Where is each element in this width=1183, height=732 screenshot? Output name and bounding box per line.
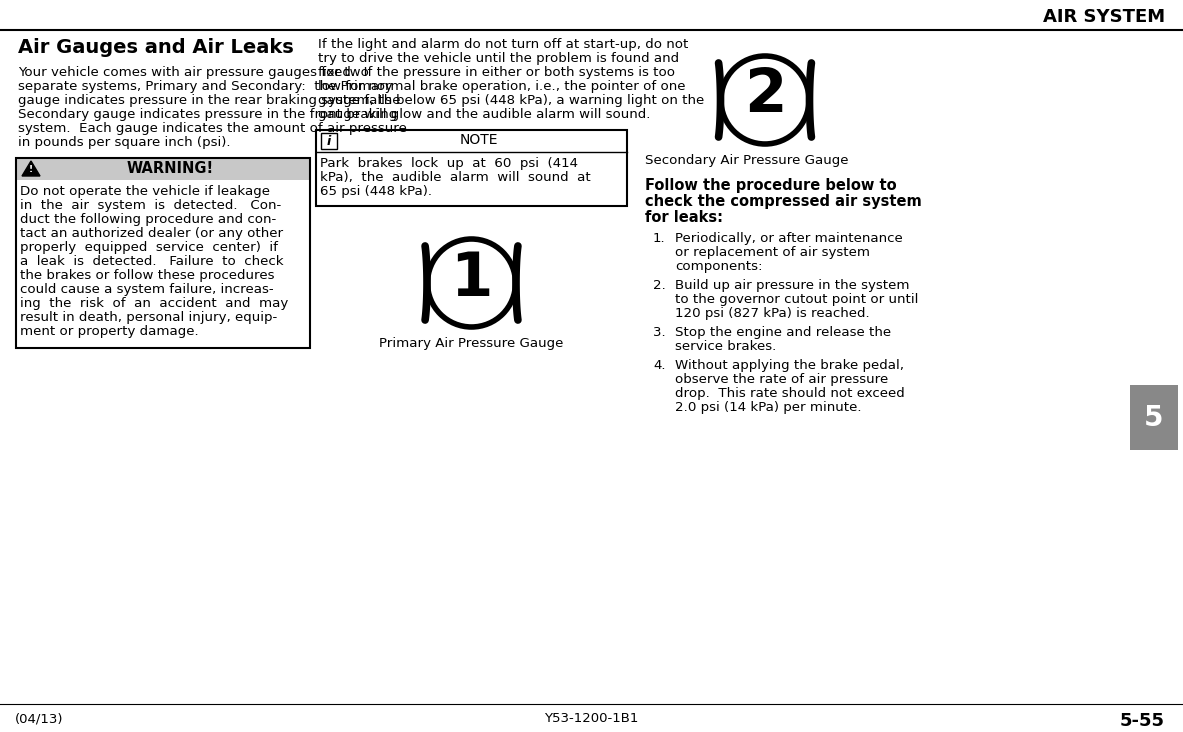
Bar (316, 130, 627, 206)
Text: gauge will glow and the audible alarm will sound.: gauge will glow and the audible alarm wi… (318, 108, 651, 121)
Text: observe the rate of air pressure: observe the rate of air pressure (675, 373, 888, 386)
Bar (17, 158, 310, 348)
Text: If the light and alarm do not turn off at start-up, do not: If the light and alarm do not turn off a… (318, 38, 689, 51)
Text: separate systems, Primary and Secondary:  the Primary: separate systems, Primary and Secondary:… (18, 80, 393, 93)
Text: check the compressed air system: check the compressed air system (645, 194, 922, 209)
Text: 3.: 3. (653, 326, 666, 339)
Text: drop.  This rate should not exceed: drop. This rate should not exceed (675, 387, 905, 400)
Text: for leaks:: for leaks: (645, 210, 723, 225)
Text: NOTE: NOTE (459, 133, 498, 147)
Bar (1130, 385, 1178, 450)
Text: 65 psi (448 kPa).: 65 psi (448 kPa). (319, 185, 432, 198)
Text: properly  equipped  service  center)  if: properly equipped service center) if (20, 241, 278, 254)
Text: 1.: 1. (653, 232, 666, 245)
Text: ment or property damage.: ment or property damage. (20, 325, 199, 338)
Text: 120 psi (827 kPa) is reached.: 120 psi (827 kPa) is reached. (675, 307, 870, 320)
Bar (17, 158, 310, 180)
Text: a  leak  is  detected.   Failure  to  check: a leak is detected. Failure to check (20, 255, 284, 268)
Bar (17, 180, 310, 348)
Text: Periodically, or after maintenance: Periodically, or after maintenance (675, 232, 903, 245)
Text: Park  brakes  lock  up  at  60  psi  (414: Park brakes lock up at 60 psi (414 (319, 157, 578, 170)
Text: kPa),  the  audible  alarm  will  sound  at: kPa), the audible alarm will sound at (319, 171, 590, 184)
Polygon shape (22, 161, 40, 176)
Text: low for normal brake operation, i.e., the pointer of one: low for normal brake operation, i.e., th… (318, 80, 685, 93)
Text: to the governor cutout point or until: to the governor cutout point or until (675, 293, 918, 306)
Text: components:: components: (675, 260, 763, 273)
Bar (321, 133, 337, 149)
Text: i: i (327, 135, 331, 148)
Text: 5-55: 5-55 (1120, 712, 1165, 730)
Text: 4.: 4. (653, 359, 666, 372)
Text: or replacement of air system: or replacement of air system (675, 246, 870, 259)
Text: in pounds per square inch (psi).: in pounds per square inch (psi). (18, 136, 231, 149)
Text: Without applying the brake pedal,: Without applying the brake pedal, (675, 359, 904, 372)
Text: could cause a system failure, increas-: could cause a system failure, increas- (20, 283, 273, 296)
Text: in  the  air  system  is  detected.   Con-: in the air system is detected. Con- (20, 199, 282, 212)
Text: gauge falls below 65 psi (448 kPa), a warning light on the: gauge falls below 65 psi (448 kPa), a wa… (318, 94, 704, 107)
Text: !: ! (28, 165, 33, 174)
Text: 2.: 2. (653, 279, 666, 292)
Text: the brakes or follow these procedures: the brakes or follow these procedures (20, 269, 274, 282)
Text: ing  the  risk  of  an  accident  and  may: ing the risk of an accident and may (20, 297, 289, 310)
Text: system.  Each gauge indicates the amount of air pressure: system. Each gauge indicates the amount … (18, 122, 407, 135)
Text: Air Gauges and Air Leaks: Air Gauges and Air Leaks (18, 38, 293, 57)
Text: Y53-1200-1B1: Y53-1200-1B1 (544, 712, 639, 725)
Text: Primary Air Pressure Gauge: Primary Air Pressure Gauge (380, 337, 563, 350)
Text: fixed.  If the pressure in either or both systems is too: fixed. If the pressure in either or both… (318, 66, 675, 79)
Text: WARNING!: WARNING! (127, 161, 214, 176)
Text: gauge indicates pressure in the rear braking system; the: gauge indicates pressure in the rear bra… (18, 94, 401, 107)
Text: 5: 5 (1144, 403, 1164, 431)
Text: tact an authorized dealer (or any other: tact an authorized dealer (or any other (20, 227, 283, 240)
Text: Do not operate the vehicle if leakage: Do not operate the vehicle if leakage (20, 185, 270, 198)
Text: service brakes.: service brakes. (675, 340, 776, 353)
Text: Follow the procedure below to: Follow the procedure below to (645, 178, 897, 193)
Text: duct the following procedure and con-: duct the following procedure and con- (20, 213, 277, 226)
Text: AIR SYSTEM: AIR SYSTEM (1043, 8, 1165, 26)
Text: Build up air pressure in the system: Build up air pressure in the system (675, 279, 910, 292)
Text: Stop the engine and release the: Stop the engine and release the (675, 326, 891, 339)
Text: (04/13): (04/13) (15, 712, 64, 725)
Text: 1: 1 (451, 250, 493, 308)
Text: Your vehicle comes with air pressure gauges for two: Your vehicle comes with air pressure gau… (18, 66, 369, 79)
Text: Secondary Air Pressure Gauge: Secondary Air Pressure Gauge (645, 154, 848, 167)
Text: Secondary gauge indicates pressure in the front braking: Secondary gauge indicates pressure in th… (18, 108, 397, 121)
Text: result in death, personal injury, equip-: result in death, personal injury, equip- (20, 311, 277, 324)
Text: 2.0 psi (14 kPa) per minute.: 2.0 psi (14 kPa) per minute. (675, 401, 861, 414)
Text: 2: 2 (744, 67, 787, 125)
Text: try to drive the vehicle until the problem is found and: try to drive the vehicle until the probl… (318, 52, 679, 65)
